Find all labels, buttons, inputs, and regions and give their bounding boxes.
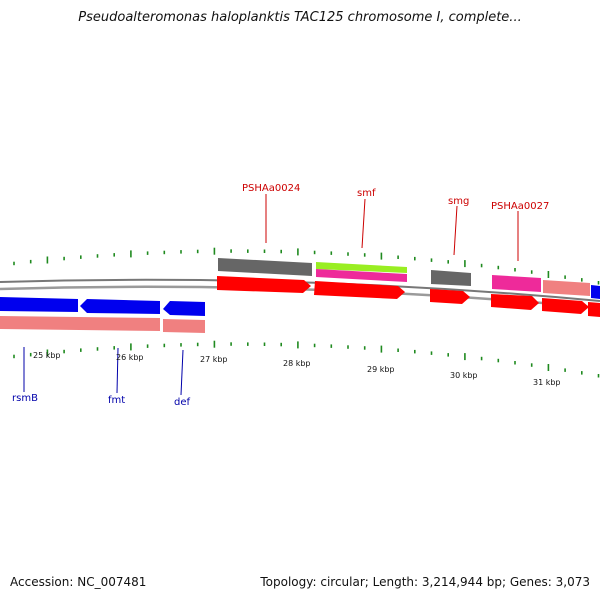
label-rsmB[interactable]: rsmB	[12, 393, 38, 404]
gene-smf-feature[interactable]	[316, 269, 407, 282]
scale-label-27kbp: 27 kbp	[200, 355, 228, 364]
gene-rsmB-fmt-feature[interactable]	[0, 316, 160, 331]
label-fmt[interactable]: fmt	[108, 395, 125, 406]
gene-smf-feature-top[interactable]	[316, 262, 407, 273]
gene-smg-feature[interactable]	[431, 270, 471, 286]
gene-smg-cds[interactable]	[430, 289, 470, 304]
scale-label-30kbp: 30 kbp	[450, 371, 478, 380]
gene-def-feature[interactable]	[163, 319, 205, 333]
gene-edge-red[interactable]	[588, 302, 600, 317]
label-smf[interactable]: smf	[357, 188, 376, 199]
label-PSHAa0027[interactable]: PSHAa0027	[491, 201, 549, 212]
leader-smf	[361, 198, 366, 249]
scale-label-26kbp: 26 kbp	[116, 353, 144, 362]
gene-PSHAa0027-feature[interactable]	[492, 275, 541, 292]
gene-fmt-cds[interactable]	[80, 299, 160, 314]
label-smg[interactable]: smg	[448, 196, 469, 207]
gene-PSHAa0024-feature[interactable]	[218, 258, 312, 276]
gene-next-cds[interactable]	[542, 298, 589, 314]
tick-row-top	[13, 247, 600, 285]
leader-smg	[453, 205, 458, 256]
scale-label-29kbp: 29 kbp	[367, 365, 395, 374]
gene-next-feature[interactable]	[543, 280, 590, 296]
topology-summary: Topology: circular; Length: 3,214,944 bp…	[260, 575, 590, 589]
scale-label-25kbp: 25 kbp	[33, 351, 61, 360]
gene-rsmB-cds[interactable]	[0, 297, 78, 312]
leader-fmt	[116, 347, 119, 394]
gene-PSHAa0027-cds[interactable]	[491, 294, 539, 310]
accession-text: Accession: NC_007481	[10, 575, 147, 589]
gene-PSHAa0024-cds[interactable]	[217, 276, 311, 293]
gene-edge-blue[interactable]	[591, 285, 600, 299]
scale-label-31kbp: 31 kbp	[533, 378, 561, 387]
tick-row-bottom	[13, 340, 600, 378]
map-title: Pseudoalteromonas haloplanktis TAC125 ch…	[78, 10, 522, 25]
label-def[interactable]: def	[174, 397, 191, 408]
scale-label-28kbp: 28 kbp	[283, 359, 311, 368]
label-PSHAa0024[interactable]: PSHAa0024	[242, 183, 300, 194]
gene-smf-cds[interactable]	[314, 281, 405, 299]
leader-def	[180, 349, 184, 396]
gene-def-cds[interactable]	[163, 301, 205, 316]
